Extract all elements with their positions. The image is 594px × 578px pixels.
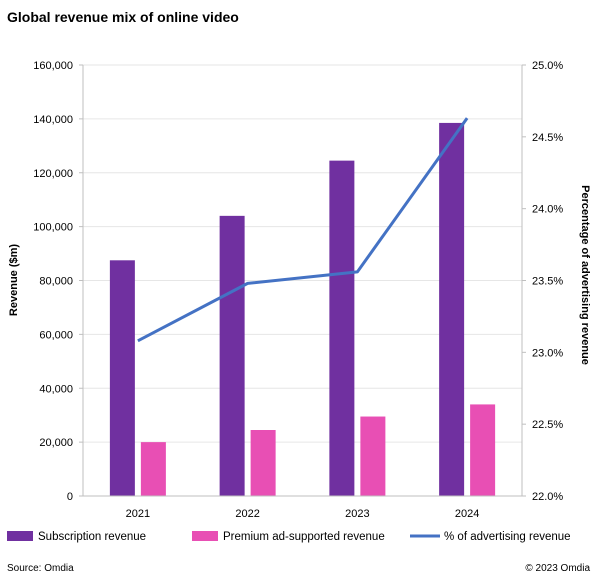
ad-supported-bar [470,404,496,496]
left-axis-ticks: 0 20,000 40,000 60,000 80,000 100,000 120,000 1… [33,60,83,503]
right-tick-label: 23.0% [532,347,563,359]
legend: Subscription revenue Premium ad-supported… [7,531,571,543]
left-tick-label: 80,000 [39,276,73,288]
left-tick-label: 120,000 [33,168,73,180]
line-series [137,117,469,343]
y2-axis-title: Percentage of advertising revenue [579,185,591,365]
subscription-bar [439,122,465,497]
x-axis-ticks: 2021 2022 2023 2024 [126,508,480,520]
subscription-bar [219,215,245,496]
right-tick-label: 25.0% [532,60,563,72]
source-note: Source: Omdia [7,563,74,574]
left-tick-label: 40,000 [39,383,73,395]
subscription-bar [329,160,355,497]
right-tick-label: 22.5% [532,419,563,431]
left-tick-label: 0 [67,491,73,503]
x-tick-label: 2021 [126,508,150,520]
chart-title: Global revenue mix of online video [7,9,239,25]
right-tick-label: 22.0% [532,491,563,503]
x-tick-label: 2024 [455,508,479,520]
bars [109,122,496,497]
ad-supported-bar [140,442,166,496]
gridlines [83,64,522,443]
y-axis-title: Revenue ($m) [8,244,20,316]
advertising-share-line [137,117,469,343]
left-tick-label: 20,000 [39,437,73,449]
right-axis-ticks: 22.0% 22.5% 23.0% 23.5% 24.0% 24.5% 25.0% [522,60,563,503]
left-tick-label: 60,000 [39,329,73,341]
x-tick-label: 2023 [345,508,369,520]
x-tick-label: 2022 [235,508,259,520]
right-tick-label: 24.0% [532,204,563,216]
legend-label: Premium ad-supported revenue [223,531,385,543]
legend-swatch [192,531,218,541]
legend-swatch [7,531,33,541]
right-tick-label: 23.5% [532,276,563,288]
left-tick-label: 160,000 [33,60,73,72]
legend-label: % of advertising revenue [444,531,571,543]
left-tick-label: 140,000 [33,114,73,126]
right-tick-label: 24.5% [532,132,563,144]
ad-supported-bar [250,430,276,496]
subscription-bar [109,260,135,496]
legend-label: Subscription revenue [38,531,146,543]
ad-supported-bar [360,416,386,496]
left-tick-label: 100,000 [33,222,73,234]
copyright-note: © 2023 Omdia [525,563,590,574]
